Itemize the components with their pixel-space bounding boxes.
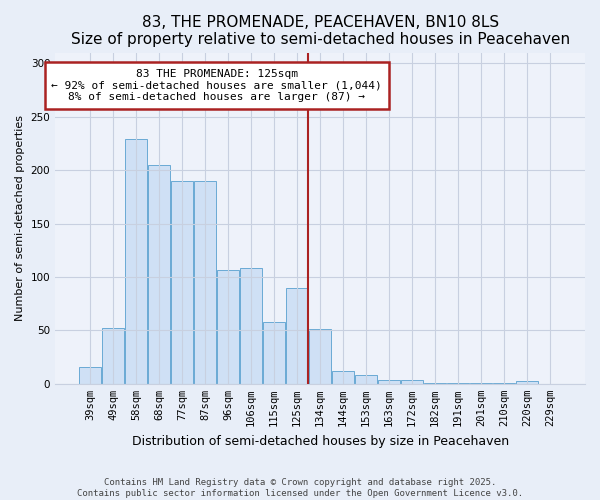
Bar [470, 382, 492, 384]
Bar [171, 181, 193, 384]
Bar [125, 139, 147, 384]
Bar [447, 382, 469, 384]
Text: Contains HM Land Registry data © Crown copyright and database right 2025.
Contai: Contains HM Land Registry data © Crown c… [77, 478, 523, 498]
Bar [217, 270, 239, 384]
Text: 83 THE PROMENADE: 125sqm
← 92% of semi-detached houses are smaller (1,044)
8% of: 83 THE PROMENADE: 125sqm ← 92% of semi-d… [51, 69, 382, 102]
X-axis label: Distribution of semi-detached houses by size in Peacehaven: Distribution of semi-detached houses by … [131, 434, 509, 448]
Bar [355, 376, 377, 384]
Bar [332, 371, 354, 384]
Bar [194, 181, 216, 384]
Title: 83, THE PROMENADE, PEACEHAVEN, BN10 8LS
Size of property relative to semi-detach: 83, THE PROMENADE, PEACEHAVEN, BN10 8LS … [71, 15, 569, 48]
Bar [240, 268, 262, 384]
Bar [309, 330, 331, 384]
Bar [516, 380, 538, 384]
Bar [263, 322, 285, 384]
Y-axis label: Number of semi-detached properties: Number of semi-detached properties [15, 116, 25, 322]
Bar [493, 382, 515, 384]
Bar [286, 288, 308, 384]
Bar [102, 328, 124, 384]
Bar [148, 165, 170, 384]
Bar [79, 366, 101, 384]
Bar [401, 380, 423, 384]
Bar [378, 380, 400, 384]
Bar [424, 382, 446, 384]
